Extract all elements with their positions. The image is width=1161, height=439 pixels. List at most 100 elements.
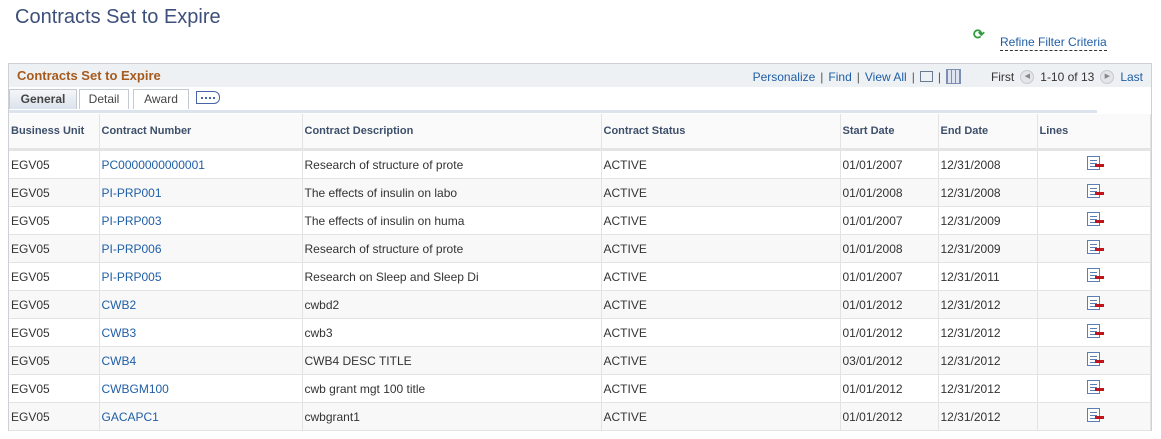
table-row: EGV05 PI-PRP003 The effects of insulin on …	[9, 206, 1151, 235]
grid-tabs: General Detail Award	[9, 87, 1097, 113]
tab-award[interactable]: Award	[133, 89, 189, 109]
contract-lines-icon[interactable]	[1087, 184, 1105, 198]
contract-description-cell: cwbd2	[302, 290, 602, 319]
table-row: EGV05 CWB4 CWB4 DESC TITLE ACTIVE 03/01/2012…	[9, 346, 1151, 375]
show-all-columns-icon[interactable]	[196, 91, 220, 104]
grid-title: Contracts Set to Expire	[17, 68, 161, 83]
refresh-icon[interactable]: ⟳	[973, 26, 985, 42]
new-window-icon[interactable]	[919, 71, 933, 82]
contract-description-cell: CWB4 DESC TITLE	[302, 346, 602, 375]
lines-cell	[1037, 206, 1151, 235]
contract-number-cell: PI-PRP005	[99, 262, 303, 291]
end-date-cell: 12/31/2008	[938, 149, 1038, 179]
grid-nav: Personalize | Find | View All | | First ◀ 1…	[752, 69, 1143, 84]
lines-cell	[1037, 178, 1151, 207]
business-unit-cell: EGV05	[9, 318, 100, 347]
grid-header: Contracts Set to Expire Personalize | Fin…	[9, 64, 1151, 87]
end-date-cell: 12/31/2011	[938, 262, 1038, 291]
column-header[interactable]: Lines	[1037, 114, 1151, 151]
business-unit-cell: EGV05	[9, 149, 100, 179]
refine-filter-link[interactable]: Refine Filter Criteria	[1000, 35, 1107, 51]
lines-cell	[1037, 290, 1151, 319]
contract-lines-icon[interactable]	[1087, 212, 1105, 226]
contract-number-cell: PI-PRP001	[99, 178, 303, 207]
start-date-cell: 01/01/2012	[840, 318, 939, 347]
contract-number-link[interactable]: PI-PRP001	[101, 185, 162, 200]
start-date-cell: 01/01/2007	[840, 149, 939, 179]
contracts-grid: Contracts Set to Expire Personalize | Fin…	[8, 63, 1152, 431]
last-link[interactable]: Last	[1120, 69, 1143, 84]
contract-number-cell: GACAPC1	[99, 402, 303, 431]
column-header[interactable]: Contract Status	[601, 114, 841, 151]
contract-status-cell: ACTIVE	[601, 346, 841, 375]
contract-number-link[interactable]: GACAPC1	[101, 409, 159, 424]
tab-general[interactable]: General	[9, 89, 77, 109]
tab-detail[interactable]: Detail	[79, 89, 129, 109]
table-row: EGV05 CWBGM100 cwb grant mgt 100 title ACTI…	[9, 374, 1151, 403]
contract-number-link[interactable]: PI-PRP006	[101, 241, 162, 256]
business-unit-cell: EGV05	[9, 346, 100, 375]
table-row: EGV05 GACAPC1 cwbgrant1 ACTIVE 01/01/2012 12/…	[9, 402, 1151, 431]
contract-number-link[interactable]: CWB2	[101, 297, 137, 312]
start-date-cell: 03/01/2012	[840, 346, 939, 375]
first-link[interactable]: First	[990, 69, 1015, 84]
contract-lines-icon[interactable]	[1087, 380, 1105, 394]
business-unit-cell: EGV05	[9, 290, 100, 319]
contract-status-cell: ACTIVE	[601, 402, 841, 431]
download-excel-icon[interactable]	[945, 69, 961, 84]
column-header[interactable]: Contract Number	[99, 114, 303, 151]
contract-lines-icon[interactable]	[1087, 268, 1105, 282]
contract-description-cell: cwb grant mgt 100 title	[302, 374, 602, 403]
contract-status-cell: ACTIVE	[601, 374, 841, 403]
contract-status-cell: ACTIVE	[601, 178, 841, 207]
contract-number-cell: CWBGM100	[99, 374, 303, 403]
contract-number-link[interactable]: PI-PRP003	[101, 213, 162, 228]
end-date-cell: 12/31/2009	[938, 234, 1038, 263]
start-date-cell: 01/01/2007	[840, 206, 939, 235]
contract-description-cell: The effects of insulin on huma	[302, 206, 602, 235]
contract-number-link[interactable]: PI-PRP005	[101, 269, 162, 284]
view-all-link[interactable]: View All	[864, 69, 907, 84]
column-header[interactable]: Start Date	[840, 114, 939, 151]
contract-description-cell: The effects of insulin on labo	[302, 178, 602, 207]
contract-number-cell: CWB4	[99, 346, 303, 375]
column-header[interactable]: Contract Description	[302, 114, 602, 151]
previous-icon[interactable]: ◀	[1020, 69, 1035, 84]
end-date-cell: 12/31/2008	[938, 178, 1038, 207]
column-header[interactable]: Business Unit	[9, 114, 100, 151]
contract-number-link[interactable]: CWB3	[101, 325, 137, 340]
contract-number-link[interactable]: CWBGM100	[101, 381, 169, 396]
page-title: Contracts Set to Expire	[15, 6, 221, 28]
contract-status-cell: ACTIVE	[601, 149, 841, 179]
contract-number-link[interactable]: CWB4	[101, 353, 137, 368]
end-date-cell: 12/31/2012	[938, 290, 1038, 319]
contracts-table: Business Unit Contract Number Contract Des…	[9, 114, 1151, 431]
start-date-cell: 01/01/2008	[840, 178, 939, 207]
start-date-cell: 01/01/2008	[840, 234, 939, 263]
contract-lines-icon[interactable]	[1087, 296, 1105, 310]
end-date-cell: 12/31/2012	[938, 374, 1038, 403]
contract-lines-icon[interactable]	[1087, 240, 1105, 254]
start-date-cell: 01/01/2007	[840, 262, 939, 291]
find-link[interactable]: Find	[828, 69, 852, 84]
table-row: EGV05 PC0000000000001 Research of structur…	[9, 149, 1151, 179]
contract-lines-icon[interactable]	[1087, 324, 1105, 338]
contract-status-cell: ACTIVE	[601, 318, 841, 347]
lines-cell	[1037, 149, 1151, 179]
contract-description-cell: Research of structure of prote	[302, 234, 602, 263]
next-icon[interactable]: ▶	[1100, 69, 1115, 84]
business-unit-cell: EGV05	[9, 178, 100, 207]
table-header-row: Business Unit Contract Number Contract Des…	[9, 114, 1151, 151]
lines-cell	[1037, 234, 1151, 263]
personalize-link[interactable]: Personalize	[752, 69, 816, 84]
contract-number-link[interactable]: PC0000000000001	[101, 157, 205, 172]
end-date-cell: 12/31/2012	[938, 346, 1038, 375]
business-unit-cell: EGV05	[9, 206, 100, 235]
lines-cell	[1037, 374, 1151, 403]
contract-lines-icon[interactable]	[1087, 408, 1105, 422]
lines-cell	[1037, 402, 1151, 431]
contract-lines-icon[interactable]	[1087, 352, 1105, 366]
contract-lines-icon[interactable]	[1087, 156, 1105, 170]
table-row: EGV05 CWB2 cwbd2 ACTIVE 01/01/2012 12/31/2012	[9, 290, 1151, 319]
column-header[interactable]: End Date	[938, 114, 1038, 151]
